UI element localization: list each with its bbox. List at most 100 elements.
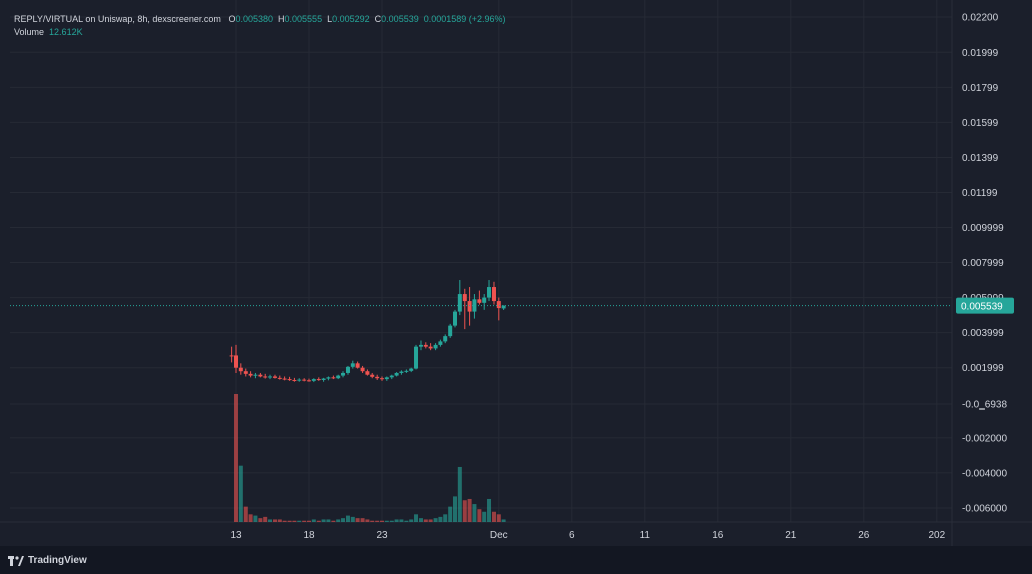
candle (287, 376, 292, 381)
candle-body (350, 363, 355, 367)
chart-frame[interactable]: 0.02200 0.01999 0.01799 0.01599 0.01399 0.011… (0, 0, 1032, 546)
candle-body (229, 355, 234, 357)
candle-body (331, 377, 336, 379)
volume-bar (457, 466, 462, 522)
price-tick-label: 0.01399 (962, 153, 999, 164)
time-axis: 13 18 23 Dec 6 11 16 21 26 202 (230, 530, 945, 541)
volume-bar (238, 465, 243, 522)
candle-body (389, 375, 394, 378)
candle (370, 372, 375, 379)
candles (229, 280, 506, 383)
volume-label: Volume (14, 27, 45, 37)
candle (457, 280, 462, 316)
tradingview-logo[interactable]: TradingView (8, 555, 87, 566)
price-chart[interactable]: 0.02200 0.01999 0.01799 0.01599 0.01399 0.011… (0, 0, 1032, 546)
price-tick-label: 0.007999 (962, 258, 1004, 269)
volume-bar (384, 520, 389, 522)
volume-bar (443, 514, 448, 522)
candle-body (399, 371, 404, 373)
candle-body (336, 375, 341, 379)
candle-body (370, 374, 375, 377)
candle-body (477, 299, 482, 303)
time-tick-label: 26 (858, 530, 870, 541)
candle (414, 344, 419, 370)
price-tick-label: 0.01599 (962, 118, 999, 129)
volume-bar (307, 520, 311, 522)
change-value: 0.0001589 (+2.96%) (423, 14, 506, 24)
candle (263, 373, 268, 379)
candle (389, 374, 394, 380)
price-tick-label: -0.0‗6938 (962, 399, 1007, 410)
candle-body (496, 301, 501, 309)
candle (428, 343, 433, 351)
candle-body (404, 370, 409, 372)
volume-bar (491, 511, 496, 522)
volume-bar (375, 520, 380, 522)
candle (253, 372, 258, 379)
candle (448, 323, 453, 338)
price-tick-label: -0.004000 (962, 468, 1007, 479)
candle-body (462, 294, 467, 302)
candle (355, 361, 360, 369)
volume-bar (326, 519, 331, 522)
volume-bar (394, 519, 399, 522)
candle-body (287, 379, 292, 381)
candle (477, 290, 482, 305)
candle (375, 374, 380, 380)
candle-body (457, 294, 462, 312)
price-tick-label: 0.009999 (962, 223, 1004, 234)
candle-body (414, 346, 419, 369)
volume-bar (331, 520, 336, 522)
candle (297, 378, 302, 382)
volume-bar (438, 516, 443, 522)
volume-bar (477, 509, 482, 522)
candle (243, 368, 248, 377)
volume-bar (433, 518, 438, 522)
candle (380, 376, 384, 381)
candle (472, 294, 477, 319)
time-tick-label: 6 (569, 530, 575, 541)
candle-body (453, 311, 457, 326)
candle (496, 297, 501, 321)
candle (234, 344, 238, 373)
candle-body (394, 372, 399, 376)
volume-bar (501, 519, 506, 522)
time-tick-label: 21 (785, 530, 797, 541)
candle (365, 369, 370, 376)
price-tick-label: 0.02200 (962, 13, 999, 24)
candle (404, 369, 409, 373)
price-axis: 0.02200 0.01999 0.01799 0.01599 0.01399 0.011… (962, 13, 1007, 515)
candle-body (487, 287, 492, 298)
candle (423, 342, 428, 349)
candle-body (380, 378, 384, 380)
candle-body (443, 336, 448, 342)
volume-bar (453, 496, 457, 522)
candle (331, 375, 336, 380)
candle-body (467, 301, 472, 312)
open-label: O (228, 14, 236, 24)
candle-body (268, 376, 273, 378)
candle (292, 377, 297, 382)
candle-body (321, 378, 326, 380)
candle (282, 376, 287, 381)
volume-bar (472, 504, 477, 522)
volume-bar (414, 514, 419, 522)
grid-lines (0, 0, 1032, 546)
volume-bar (248, 514, 253, 522)
volume-bar (418, 518, 423, 522)
candle-body (307, 380, 311, 382)
time-tick-label: Dec (490, 530, 508, 541)
candle-body (316, 379, 321, 381)
volume-bar (360, 518, 365, 522)
candle (277, 375, 282, 380)
time-tick-label: 16 (712, 530, 724, 541)
volume-bar (355, 518, 360, 522)
volume-bar (321, 519, 326, 522)
symbol-title: REPLY/VIRTUAL on Uniswap, 8h, dexscreene… (14, 14, 221, 24)
volume-bar (243, 506, 248, 522)
candle-body (428, 346, 433, 349)
candle-body (433, 344, 438, 349)
candle (418, 340, 423, 351)
candle (467, 287, 472, 326)
volume-bar (316, 520, 321, 522)
